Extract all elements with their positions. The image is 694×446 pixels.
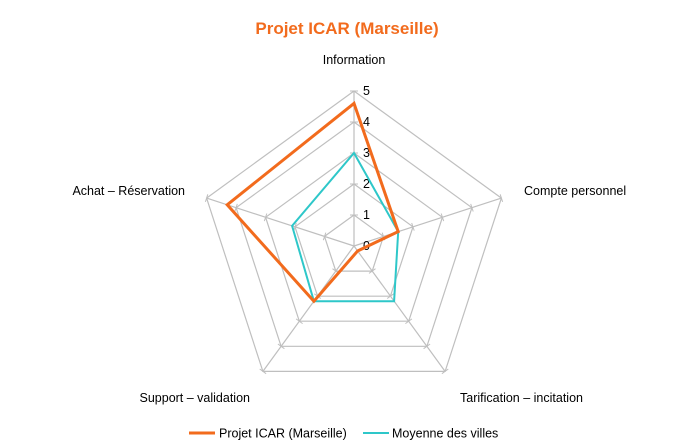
- axis-label: Information: [323, 53, 386, 67]
- axis-label: Support – validation: [140, 391, 251, 405]
- axis-tick-mark: [441, 368, 449, 375]
- tick-label: 3: [363, 146, 370, 160]
- tick-label: 1: [363, 208, 370, 222]
- series-line-average: [290, 151, 400, 303]
- series-group: [225, 100, 401, 304]
- axis-tick-mark: [470, 203, 474, 212]
- series-line-icar: [225, 100, 401, 304]
- axis-label: Compte personnel: [524, 184, 626, 198]
- grid-ring: [294, 183, 414, 297]
- radial-axis-line: [206, 197, 355, 247]
- legend: Projet ICAR (Marseille) Moyenne des ville…: [189, 427, 498, 441]
- grid-ring: [205, 90, 503, 372]
- axis-tick-mark: [386, 293, 394, 299]
- axis-tick-mark: [440, 213, 445, 222]
- grid-ring: [264, 152, 444, 322]
- radar-grid: [204, 90, 504, 375]
- axis-tick-mark: [411, 222, 415, 231]
- axis-labels: Information Compte personnel Tarification …: [72, 53, 626, 405]
- axis-tick-mark: [277, 343, 285, 350]
- axis-tick-mark: [234, 203, 238, 212]
- tick-label: 5: [363, 84, 370, 98]
- radial-axis-line: [262, 245, 355, 372]
- axis-tick-mark: [295, 318, 303, 325]
- axis-label: Tarification – incitation: [460, 391, 583, 405]
- legend-label: Moyenne des villes: [392, 427, 498, 441]
- radial-axis-line: [353, 197, 502, 247]
- grid-ring: [323, 214, 385, 272]
- radial-axis-line: [353, 245, 446, 372]
- tick-label: 4: [363, 115, 370, 129]
- axis-tick-mark: [499, 194, 504, 203]
- axis-tick-mark: [204, 194, 209, 203]
- axis-tick-mark: [368, 268, 376, 274]
- legend-label: Projet ICAR (Marseille): [219, 427, 347, 441]
- axis-tick-mark: [423, 343, 431, 350]
- axis-tick-mark: [263, 213, 268, 222]
- tick-label: 2: [363, 177, 370, 191]
- axis-tick-mark: [405, 318, 413, 325]
- axis-tick-mark: [322, 232, 327, 241]
- axis-tick-mark: [293, 222, 297, 231]
- grid-ring: [235, 121, 473, 347]
- chart-title: Projet ICAR (Marseille): [255, 19, 438, 38]
- axis-tick-mark: [259, 368, 267, 375]
- axis-label: Achat – Réservation: [72, 184, 185, 198]
